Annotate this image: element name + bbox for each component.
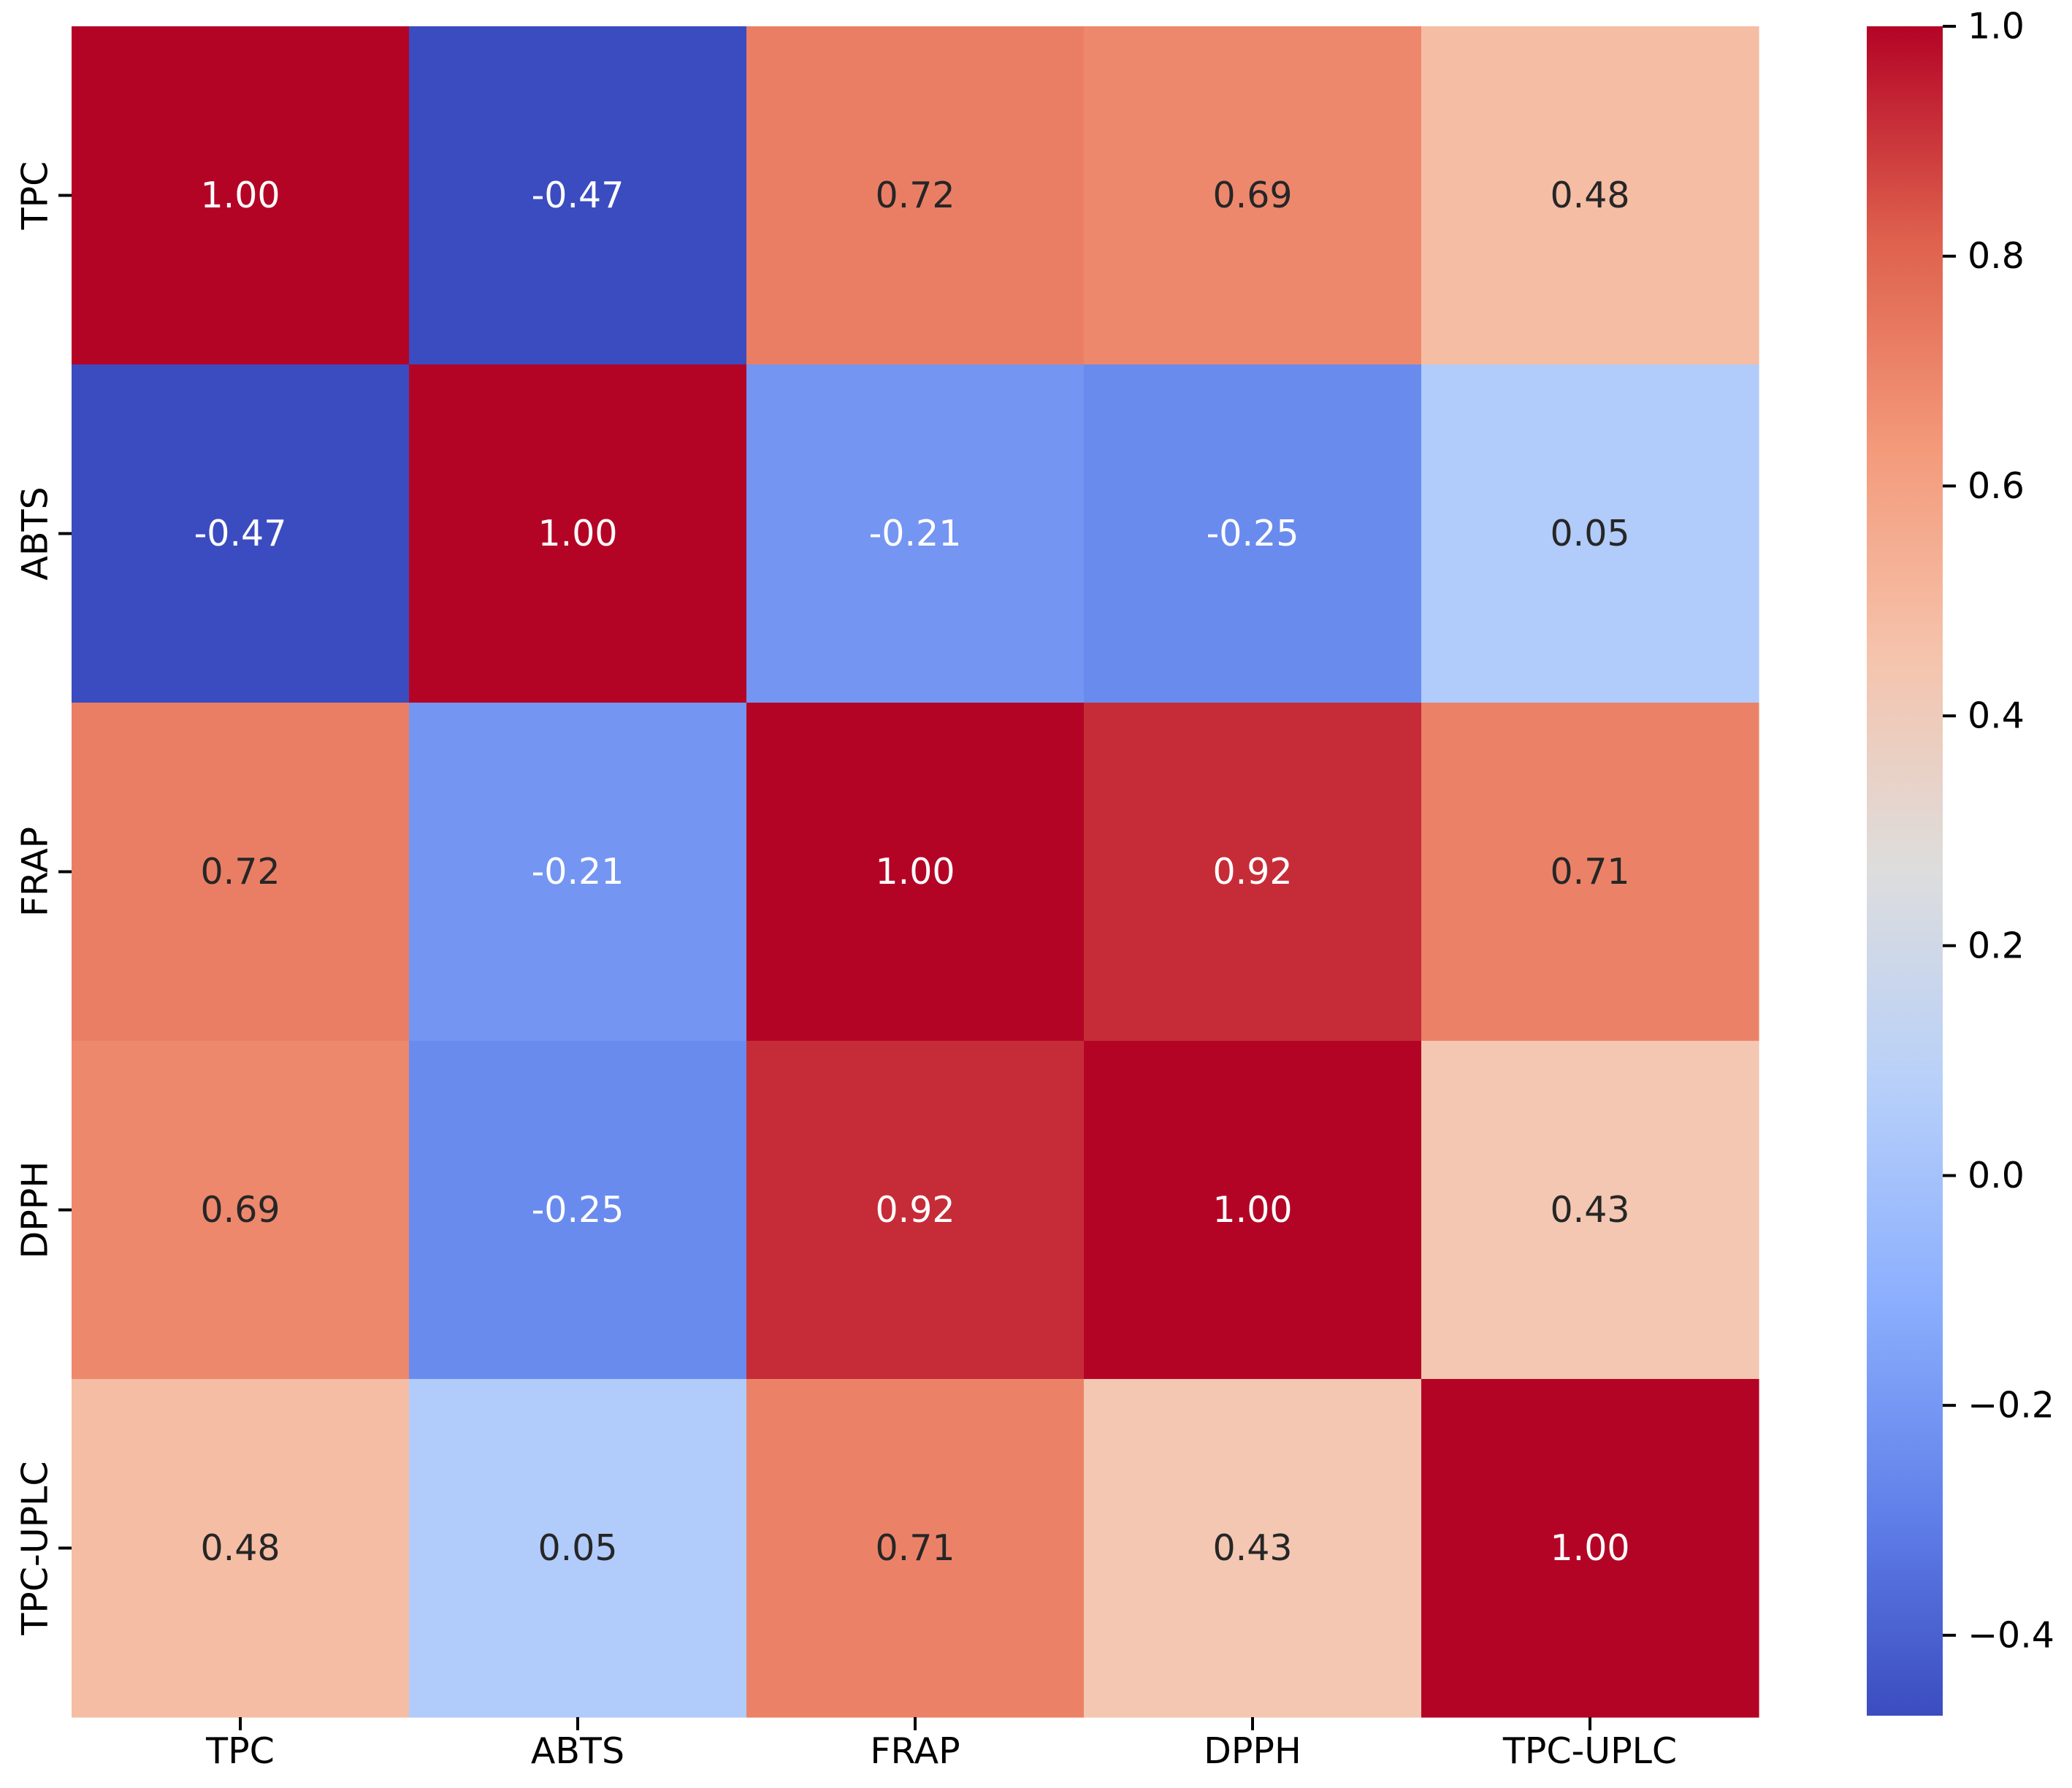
colorbar-gradient [1867,26,1943,1716]
cell-value-label: -0.21 [532,851,624,893]
colorbar-tick-label: 0.4 [1968,695,2025,737]
x-tick-label: TPC-UPLC [1502,1730,1677,1772]
x-tick-label: TPC [205,1730,275,1772]
cell-value-label: 0.71 [1550,851,1629,893]
y-tick-label: DPPH [15,1161,56,1259]
cell-value-label: 0.92 [875,1189,955,1231]
heatmap-cell [1421,703,1759,1042]
heatmap-cell [409,1041,747,1380]
colorbar-tick-label: 0.6 [1968,465,2025,507]
heatmap-cell [746,1379,1085,1718]
colorbar: 1.0 0.8 0.6 0.4 0.2 0.0 −0.2 −0.4 [1867,6,2054,1716]
heatmap-cell [1084,1379,1422,1718]
x-tick-label: DPPH [1204,1730,1301,1772]
y-tick-label: TPC [15,161,56,231]
heatmap-cell [1084,364,1422,703]
heatmap-cells [72,26,1759,1718]
heatmap-cell [1421,1379,1759,1718]
heatmap-cell [1421,1041,1759,1380]
y-tick-label: TPC-UPLC [15,1461,56,1635]
cell-value-label: 0.05 [538,1527,617,1569]
cell-value-label: 0.72 [875,175,955,216]
heatmap-cell [1084,1041,1422,1380]
heatmap-cell [746,364,1085,703]
heatmap-cell [409,364,747,703]
heatmap-cell [409,26,747,365]
colorbar-tick-label: −0.4 [1968,1614,2054,1656]
cell-value-label: 1.00 [1550,1527,1629,1569]
cell-value-label: 1.00 [538,513,617,554]
heatmap-cell [746,703,1085,1042]
cell-value-label: 0.92 [1212,851,1292,893]
cell-value-label: -0.21 [869,513,962,554]
heatmap-cell [1084,703,1422,1042]
cell-value-label: -0.47 [532,175,624,216]
heatmap-cell [72,26,410,365]
cell-value-label: 1.00 [875,851,955,893]
x-tick-label: FRAP [870,1730,960,1772]
cell-value-label: 0.69 [1212,175,1292,216]
cell-value-label: -0.47 [194,513,287,554]
colorbar-tick-label: 0.2 [1968,925,2025,966]
cell-value-label: 1.00 [200,175,280,216]
colorbar-tick-label: 0.0 [1968,1155,2025,1196]
heatmap-cell [409,703,747,1042]
cell-value-label: -0.25 [1207,513,1299,554]
heatmap-cell-labels: 1.00 -0.47 0.72 0.69 0.48 -0.47 1.00 -0.21 -0.25… [194,175,1630,1569]
cell-value-label: 0.43 [1212,1527,1292,1569]
x-axis: TPC ABTS FRAP DPPH TPC-UPLC [205,1717,1677,1772]
heatmap-cell [1084,26,1422,365]
colorbar-tick-label: 1.0 [1968,6,2025,47]
cell-value-label: 0.05 [1550,513,1629,554]
cell-value-label: 0.48 [200,1527,280,1569]
heatmap-cell [746,1041,1085,1380]
y-axis: TPC ABTS FRAP DPPH TPC-UPLC [15,161,72,1636]
cell-value-label: 0.69 [200,1189,280,1231]
x-tick-label: ABTS [531,1730,624,1772]
cell-value-label: 0.48 [1550,175,1629,216]
cell-value-label: 0.71 [875,1527,955,1569]
heatmap-cell [1421,26,1759,365]
cell-value-label: 0.72 [200,851,280,893]
heatmap-cell [1421,364,1759,703]
heatmap-cell [72,1041,410,1380]
colorbar-tick-label: −0.2 [1968,1385,2054,1426]
y-tick-label: ABTS [15,486,56,580]
colorbar-tick-label: 0.8 [1968,235,2025,277]
heatmap-cell [72,364,410,703]
heatmap-cell [746,26,1085,365]
cell-value-label: 1.00 [1212,1189,1292,1231]
y-tick-label: FRAP [15,827,56,917]
heatmap-cell [72,1379,410,1718]
heatmap-cell [72,703,410,1042]
cell-value-label: 0.43 [1550,1189,1629,1231]
cell-value-label: -0.25 [532,1189,624,1231]
heatmap-cell [409,1379,747,1718]
